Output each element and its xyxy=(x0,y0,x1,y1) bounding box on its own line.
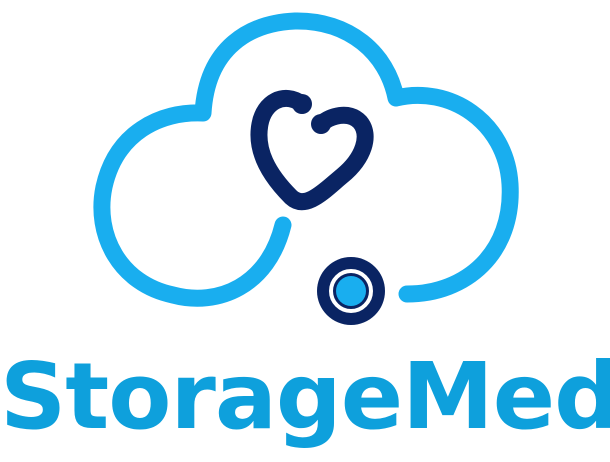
stethoscope-chestpiece-center xyxy=(336,276,366,306)
stethoscope-earpiece-right xyxy=(311,114,331,134)
brand-wordmark: StorageMed xyxy=(0,338,610,456)
stethoscope-earpiece-left xyxy=(292,94,312,114)
stethoscope-icon xyxy=(259,98,365,201)
cloud-icon xyxy=(102,21,510,298)
